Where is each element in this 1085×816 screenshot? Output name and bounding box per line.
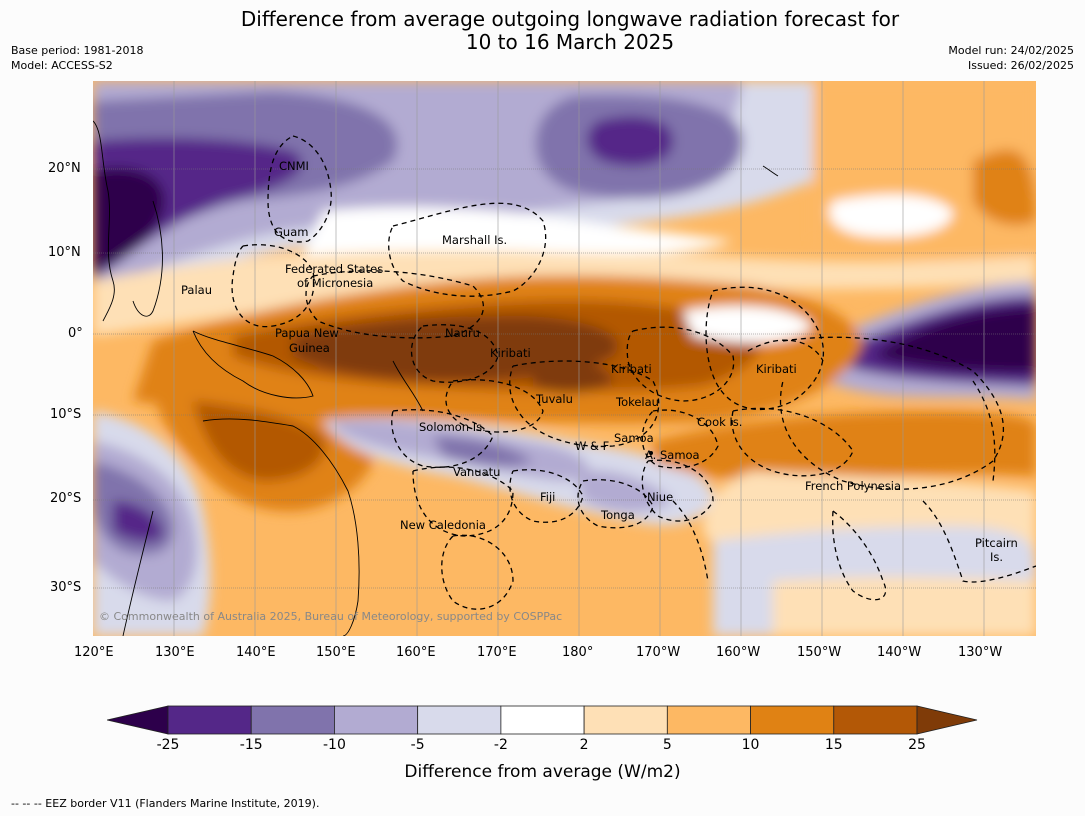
model-run: Model run: 24/02/2025 [948,44,1074,57]
colorbar-segment [833,705,918,735]
lon-label-150w: 150°W [797,645,842,660]
lon-label-170e: 170°E [477,645,517,660]
colorbar-tick-label: -2 [493,737,508,753]
label-cook-is: Cook Is. [697,415,743,429]
eez-footnote: -- -- -- EEZ border V11 (Flanders Marine… [11,797,320,810]
lat-label-0: 0° [68,326,83,341]
model-name: Model: ACCESS-S2 [11,59,113,72]
label-palau: Palau [181,283,212,297]
colorbar-extend-low [107,705,169,735]
colorbar-segment [334,705,419,735]
label-niue: Niue [647,490,674,504]
colorbar-segment [500,705,585,735]
label-wallis-futuna: W & F [575,439,610,453]
colorbar-tick-label: 25 [908,737,926,753]
label-guam: Guam [274,225,309,239]
label-fiji: Fiji [540,490,556,504]
title-line-2: 10 to 16 March 2025 [465,30,675,54]
colorbar-tick-label: -15 [239,737,263,753]
copyright-notice: © Commonwealth of Australia 2025, Bureau… [99,610,563,623]
lat-label-10s: 10°S [50,407,82,422]
lat-label-20s: 20°S [50,491,82,506]
label-tonga: Tonga [601,508,635,522]
label-solomon-is: Solomon Is. [419,420,486,434]
label-kiribati-central: Kiribati [611,362,652,376]
label-png-line1: Papua New [275,326,339,340]
colorbar-segment [750,705,835,735]
label-nauru: Nauru [445,326,480,340]
lon-label-140w: 140°W [877,645,922,660]
label-tokelau: Tokelau [616,395,659,409]
label-new-caledonia: New Caledonia [400,518,486,532]
lon-label-160e: 160°E [396,645,436,660]
title-line-1: Difference from average outgoing longwav… [240,7,900,31]
colorbar-tick-label: 10 [741,737,760,753]
label-kiribati-west: Kiribati [490,346,531,360]
lon-label-130w: 130°W [958,645,1003,660]
chart-title: Difference from average outgoing longwav… [0,8,1085,54]
label-kiribati-east: Kiribati [756,362,797,376]
lon-label-120e: 120°E [74,645,114,660]
label-samoa: Samoa [614,431,654,445]
label-fsm-line1: Federated States [285,262,384,276]
lat-label-10n: 10°N [48,245,81,260]
colorbar-segment [167,705,252,735]
lat-label-20n: 20°N [48,161,81,176]
colorbar-tick-label: -5 [410,737,425,753]
label-french-polynesia: French Polynesia [805,479,902,493]
lon-label-150e: 150°E [316,645,356,660]
colorbar-tick-label: 15 [824,737,843,753]
colorbar-extend-high [916,705,978,735]
colorbar-segment [666,705,751,735]
colorbar-tick-label: -25 [156,737,180,753]
colorbar-tick-label: -10 [323,737,346,753]
issued-date: Issued: 26/02/2025 [967,59,1074,72]
label-american-samoa: A. Samoa [645,448,700,462]
eez-borders [231,135,1036,610]
colorbar-segment [250,705,335,735]
colorbar [107,705,978,735]
map-plot [93,81,1036,636]
colorbar-segment [417,705,502,735]
samoa-marker [649,451,653,455]
meta-left: Base period: 1981-2018 Model: ACCESS-S2 [11,43,143,73]
colorbar-tick-label: 2 [579,737,589,753]
label-marshall-is: Marshall Is. [442,233,508,247]
colorbar-tick-label: 5 [662,737,672,753]
label-tuvalu: Tuvalu [536,392,573,406]
lon-label-170w: 170°W [636,645,681,660]
meta-right: Model run: 24/02/2025 Issued: 26/02/2025 [948,43,1074,73]
anomaly-field [93,81,1036,636]
lon-label-160w: 160°W [716,645,761,660]
coastlines [93,120,779,636]
colorbar-segment [583,705,668,735]
lat-label-30s: 30°S [50,580,82,595]
label-pitcairn-line2: Is. [990,550,1004,564]
label-pitcairn-line1: Pitcairn [975,536,1018,550]
base-period: Base period: 1981-2018 [11,44,144,57]
lon-label-140e: 140°E [236,645,276,660]
label-cnmi: CNMI [279,159,309,173]
lon-label-180: 180° [562,645,594,660]
label-fsm-line2: of Micronesia [297,276,374,290]
label-vanuatu: Vanuatu [453,465,501,479]
label-png-line2: Guinea [289,341,330,355]
lon-label-130e: 130°E [155,645,195,660]
colorbar-title: Difference from average (W/m2) [404,762,681,782]
